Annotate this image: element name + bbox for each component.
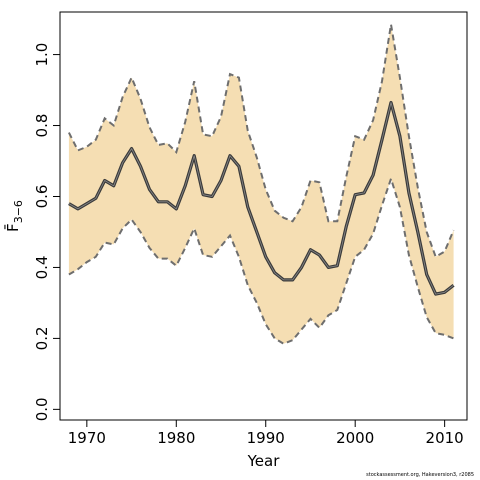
x-tick-label: 1980 xyxy=(157,429,195,447)
x-axis-title: Year xyxy=(247,452,281,470)
footer-credit: stockassessment.org, Hakeversion3, r2085 xyxy=(366,472,474,478)
estimate-line-highlight xyxy=(68,102,454,295)
x-tick-label: 1990 xyxy=(247,429,285,447)
y-tick-label: 1.0 xyxy=(33,43,51,67)
y-tick-label: 0.2 xyxy=(33,326,51,350)
x-tick-label: 2000 xyxy=(336,429,374,447)
lower-bound-line xyxy=(68,175,454,345)
confidence-band-area xyxy=(68,24,454,344)
y-tick-label: 0.0 xyxy=(33,397,51,421)
plot-frame xyxy=(59,11,468,421)
confidence-band-edges xyxy=(68,24,455,345)
y-axis-title: F̄3−6 xyxy=(3,200,25,232)
y-tick-label: 0.6 xyxy=(33,185,51,209)
x-tick-label: 1970 xyxy=(68,429,106,447)
x-tick-label: 2010 xyxy=(426,429,464,447)
y-axis-title-subscript: 3−6 xyxy=(12,200,25,223)
estimate-lines xyxy=(68,100,455,296)
upper-bound-line xyxy=(68,24,455,259)
confidence-band xyxy=(68,24,454,344)
y-tick-label: 0.8 xyxy=(33,114,51,138)
y-axis-title-main: F̄ xyxy=(3,223,22,232)
y-axis: 0.0 0.2 0.4 0.6 0.8 1.0 xyxy=(33,43,60,421)
y-tick-label: 0.4 xyxy=(33,256,51,280)
x-axis: 1970 1980 1990 2000 2010 xyxy=(68,420,464,447)
